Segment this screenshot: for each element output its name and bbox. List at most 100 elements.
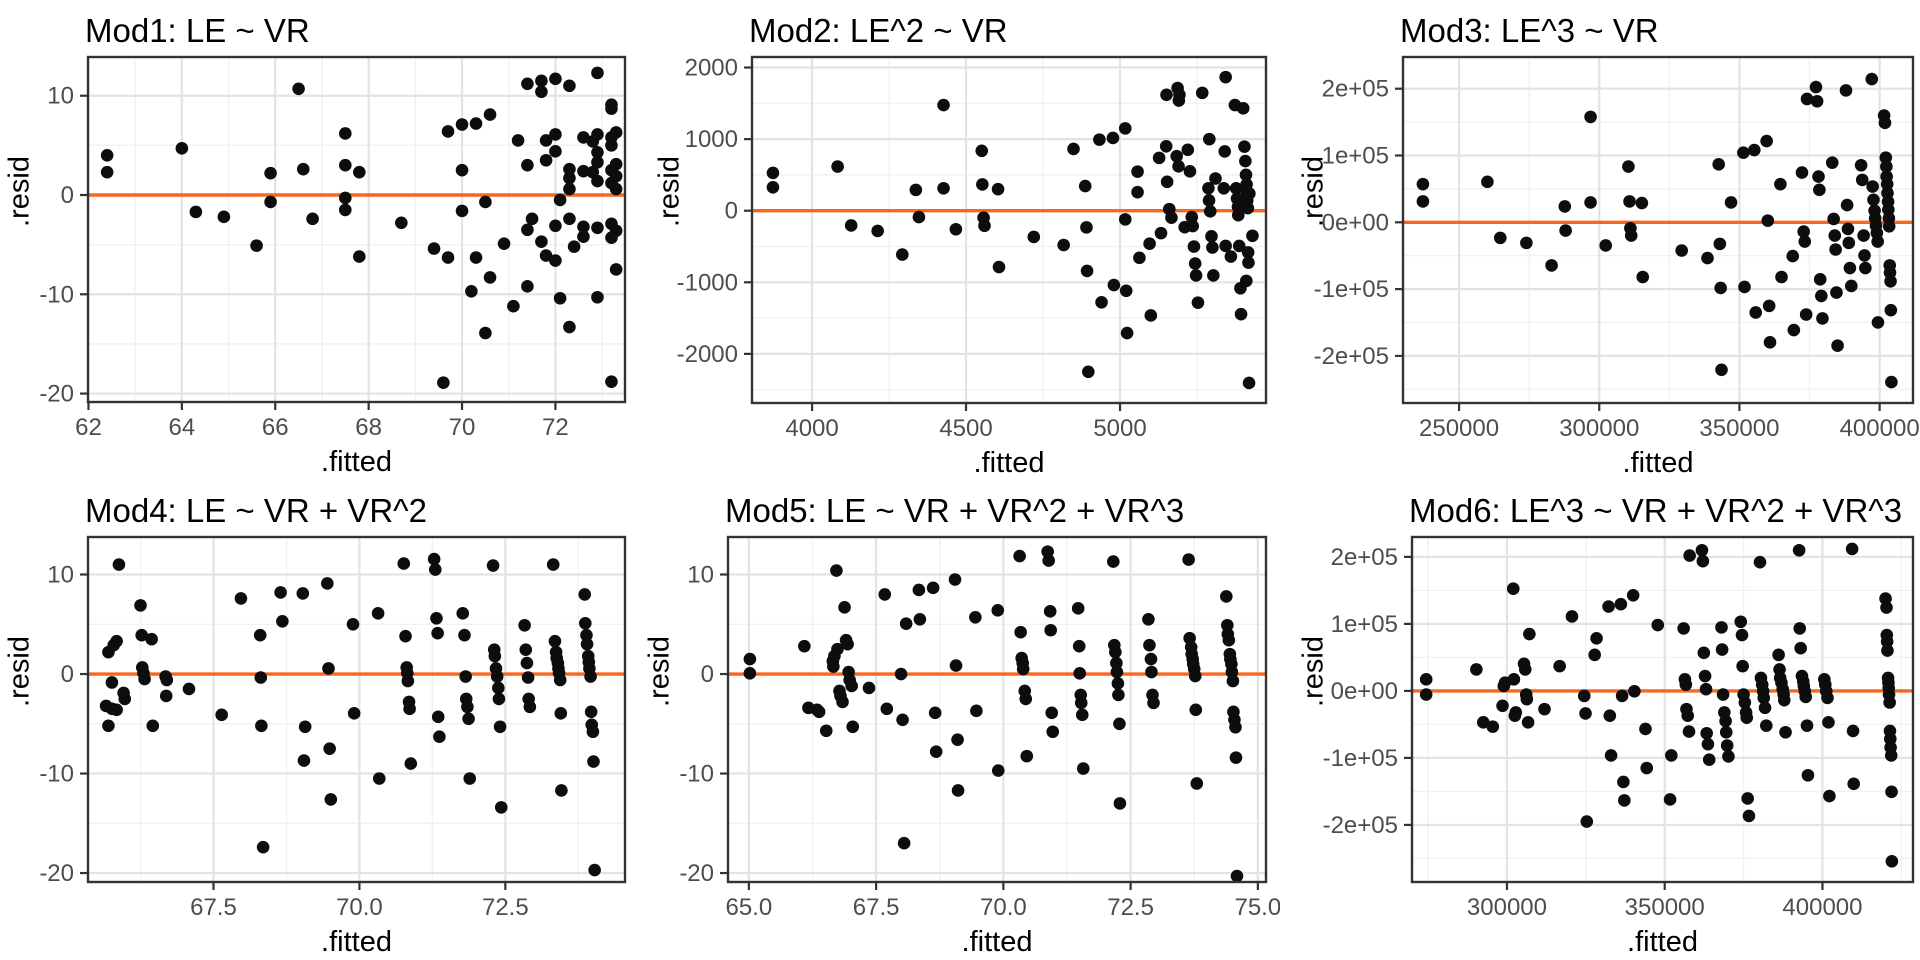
tick-label: 400000 bbox=[1840, 415, 1920, 442]
data-point bbox=[256, 840, 270, 854]
data-point bbox=[1577, 689, 1591, 703]
data-point bbox=[1131, 185, 1144, 199]
data-point bbox=[1762, 299, 1776, 313]
data-point bbox=[1107, 278, 1121, 292]
data-point bbox=[1622, 160, 1635, 173]
data-point bbox=[458, 628, 471, 642]
data-point bbox=[1241, 201, 1255, 215]
tick-label: 0 bbox=[725, 198, 738, 225]
data-point bbox=[1774, 177, 1787, 191]
data-point bbox=[1722, 750, 1735, 763]
data-point bbox=[264, 195, 277, 209]
data-point bbox=[427, 242, 441, 255]
data-point bbox=[605, 231, 618, 244]
tick-label: 350000 bbox=[1699, 415, 1779, 442]
panel-plot-svg: 250000 300000 350000 400000 2e+05 1e+05 0e+00 -… bbox=[1314, 55, 1920, 442]
data-point bbox=[507, 299, 520, 313]
data-point bbox=[1635, 196, 1649, 210]
data-point bbox=[1232, 239, 1246, 253]
data-point bbox=[880, 702, 894, 716]
data-point bbox=[1239, 274, 1253, 288]
tick-label: 70.0 bbox=[980, 894, 1027, 921]
data-point bbox=[766, 166, 780, 180]
tick-label: 1e+05 bbox=[1322, 142, 1389, 169]
data-point bbox=[1205, 230, 1218, 243]
x-axis-title: .fitted bbox=[1627, 926, 1698, 958]
tick-label: 0e+00 bbox=[1322, 209, 1389, 236]
data-point bbox=[591, 290, 604, 304]
data-point bbox=[846, 720, 860, 734]
data-point bbox=[1118, 213, 1132, 226]
data-point bbox=[831, 642, 844, 656]
data-point bbox=[1518, 663, 1532, 676]
data-point bbox=[1229, 181, 1243, 195]
data-point bbox=[100, 165, 114, 179]
data-point bbox=[991, 182, 1005, 196]
data-point bbox=[1209, 172, 1222, 185]
data-point bbox=[948, 573, 962, 586]
data-point bbox=[1071, 602, 1085, 615]
panel-border bbox=[1410, 535, 1915, 884]
data-point bbox=[1799, 308, 1813, 321]
data-point bbox=[1229, 751, 1243, 764]
data-point bbox=[1614, 597, 1628, 611]
data-point bbox=[1019, 692, 1033, 706]
data-point bbox=[1702, 753, 1716, 767]
data-point bbox=[563, 79, 576, 93]
data-point bbox=[1242, 256, 1255, 269]
tick-label: 4500 bbox=[939, 415, 992, 442]
data-point bbox=[1553, 659, 1566, 673]
data-point bbox=[1858, 249, 1871, 262]
data-point bbox=[546, 558, 560, 571]
data-point bbox=[297, 754, 311, 767]
data-point bbox=[497, 237, 511, 250]
data-point bbox=[520, 656, 534, 670]
data-point bbox=[1160, 88, 1173, 102]
data-point bbox=[535, 235, 548, 248]
panel-mod6: 300000 350000 400000 2e+05 1e+05 0e+00 -1e+05 -… bbox=[1280, 480, 1920, 960]
data-point bbox=[1813, 183, 1826, 197]
data-point bbox=[1640, 761, 1654, 775]
data-point bbox=[264, 166, 277, 180]
data-point bbox=[1241, 246, 1255, 259]
tick-label: 75.0 bbox=[1234, 894, 1280, 921]
tick-label: -2e+05 bbox=[1314, 343, 1389, 370]
tick-label: -2e+05 bbox=[1323, 812, 1398, 839]
data-point bbox=[1080, 264, 1094, 278]
data-point bbox=[1815, 289, 1828, 303]
data-point bbox=[1559, 224, 1572, 237]
data-point bbox=[1565, 610, 1579, 623]
data-point bbox=[1772, 648, 1785, 662]
y-axis-title: .resid bbox=[3, 635, 36, 707]
data-point bbox=[1623, 195, 1636, 208]
panel-mod4: 67.5 70.0 72.5 10 0 -10 -20 Mod4: LE ~ VR + VR^… bbox=[0, 480, 640, 960]
data-point bbox=[1416, 195, 1430, 208]
data-point bbox=[456, 607, 470, 620]
data-point bbox=[488, 649, 502, 663]
panel-title: Mod3: LE^3 ~ VR bbox=[1400, 12, 1659, 49]
data-point bbox=[1759, 719, 1773, 732]
data-point bbox=[521, 158, 534, 172]
data-point bbox=[455, 163, 469, 177]
y-axis-title: .resid bbox=[1297, 156, 1330, 227]
data-point bbox=[926, 581, 940, 595]
x-axis-title: .fitted bbox=[973, 447, 1045, 479]
data-point bbox=[909, 183, 923, 197]
data-point bbox=[929, 745, 943, 758]
data-point bbox=[845, 679, 858, 693]
data-point bbox=[591, 155, 604, 169]
data-point bbox=[134, 599, 147, 612]
panel-border bbox=[726, 535, 1268, 884]
data-point bbox=[1701, 251, 1714, 265]
panel-title: Mod1: LE ~ VR bbox=[85, 12, 310, 49]
data-point bbox=[1675, 244, 1688, 257]
data-point bbox=[338, 191, 352, 205]
data-point bbox=[1493, 231, 1507, 245]
data-point bbox=[949, 222, 963, 236]
tick-label: 70.0 bbox=[336, 894, 383, 921]
data-point bbox=[991, 764, 1005, 777]
data-point bbox=[1880, 635, 1894, 648]
data-point bbox=[1736, 659, 1749, 673]
data-point bbox=[1855, 173, 1869, 187]
data-point bbox=[253, 628, 267, 642]
